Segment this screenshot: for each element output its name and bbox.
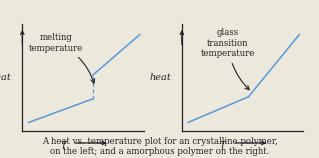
Text: $T$: $T$: [60, 139, 68, 151]
Text: $T$: $T$: [219, 139, 228, 151]
Text: glass
transition
temperature: glass transition temperature: [201, 28, 255, 90]
Text: heat: heat: [149, 73, 171, 82]
Text: melting
temperature: melting temperature: [29, 33, 95, 83]
Text: A heat vs. temperature plot for an crystalline polymer,
on the left; and a amorp: A heat vs. temperature plot for an cryst…: [41, 137, 278, 156]
Text: heat: heat: [0, 73, 11, 82]
